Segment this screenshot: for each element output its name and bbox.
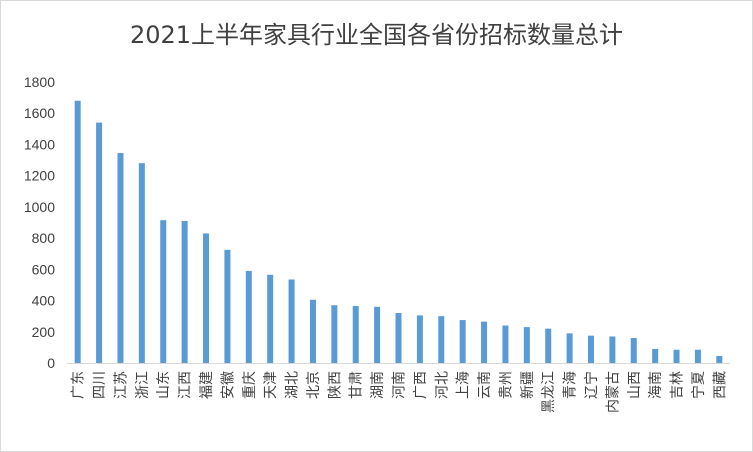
bar: [374, 306, 381, 363]
bar: [245, 270, 252, 363]
x-category-label: 河南: [392, 371, 408, 399]
y-tick-label: 1400: [24, 136, 55, 152]
y-tick-label: 400: [32, 293, 56, 309]
bar: [160, 220, 167, 363]
bar: [203, 233, 210, 363]
bars: [74, 100, 723, 363]
x-category-label: 西藏: [712, 371, 728, 399]
x-category-label: 甘肃: [349, 371, 365, 399]
bar: [652, 348, 659, 363]
y-axis: 0 200 400 600 800 1000 1200 1400 1600 1800: [24, 74, 55, 371]
bar: [502, 325, 509, 363]
x-category-label: 贵州: [498, 371, 514, 399]
x-category-label: 山东: [156, 371, 172, 399]
bar: [309, 299, 316, 363]
bar: [96, 122, 103, 363]
bar: [267, 274, 274, 363]
x-category-label: 湖南: [370, 371, 386, 399]
y-tick-label: 1600: [24, 105, 55, 121]
bar: [416, 315, 423, 363]
x-category-label: 内蒙古: [605, 371, 621, 413]
bar: [352, 306, 359, 363]
x-category-label: 青海: [563, 371, 579, 399]
x-category-label: 山西: [627, 371, 643, 399]
bar: [438, 316, 445, 363]
x-category-label: 黑龙江: [541, 371, 557, 413]
bar: [673, 349, 680, 363]
bar: [716, 355, 723, 363]
x-category-label: 河北: [434, 371, 450, 399]
x-category-label: 宁夏: [690, 371, 707, 399]
bar: [181, 220, 188, 363]
bar: [74, 100, 81, 363]
bar: [609, 336, 616, 363]
bar: [545, 328, 552, 363]
x-category-label: 新疆: [520, 371, 536, 399]
bar: [331, 305, 338, 363]
x-category-label: 湖北: [285, 371, 301, 399]
x-category-label: 辽宁: [583, 371, 600, 399]
x-category-label: 江苏: [113, 371, 129, 399]
chart-title: 2021上半年家具行业全国各省份招标数量总计: [129, 21, 624, 49]
y-tick-label: 1800: [24, 74, 55, 90]
bar: [694, 349, 701, 363]
x-category-label: 广东: [71, 371, 87, 399]
y-tick-label: 1000: [24, 199, 55, 215]
x-category-label: 上海: [456, 371, 472, 399]
y-tick-label: 800: [32, 230, 56, 246]
x-category-label: 北京: [306, 371, 322, 399]
x-category-label: 重庆: [242, 371, 258, 399]
x-category-label: 四川: [92, 371, 108, 399]
bar: [117, 153, 124, 363]
y-tick-label: 600: [32, 261, 56, 277]
x-category-label: 陕西: [327, 371, 343, 399]
bar: [395, 313, 402, 363]
y-tick-label: 200: [32, 324, 56, 340]
x-category-label: 云南: [477, 371, 493, 399]
bar: [138, 163, 145, 363]
x-category-label: 海南: [648, 371, 664, 399]
y-tick-label: 0: [47, 355, 55, 371]
bar: [481, 321, 488, 363]
bar: [587, 335, 594, 363]
bar: [459, 320, 466, 363]
x-category-label: 福建: [199, 371, 215, 399]
x-axis: 广东 四川 江苏 浙江 山东 江西 福建 安徽 重庆 天津 湖北 北京 陕西 甘肃 湖南 河南 广西 河北 上海 云南…: [67, 363, 730, 413]
bar: [288, 279, 295, 363]
x-category-label: 江西: [178, 371, 194, 399]
bar: [630, 338, 637, 363]
bar: [566, 333, 573, 363]
bar: [224, 249, 231, 363]
x-category-label: 安徽: [220, 371, 236, 399]
x-category-label: 广西: [413, 371, 429, 399]
x-category-label: 浙江: [135, 371, 151, 399]
bar: [523, 327, 530, 363]
y-tick-label: 1200: [24, 168, 55, 184]
x-category-label: 天津: [263, 371, 279, 399]
x-category-label: 吉林: [670, 371, 686, 399]
